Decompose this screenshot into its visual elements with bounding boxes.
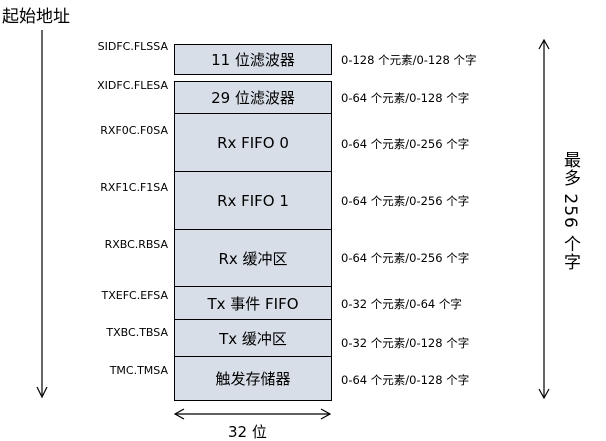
segment-register-label: TXBC.TBSA bbox=[106, 326, 168, 339]
width-arrowhead-left bbox=[173, 408, 185, 420]
max-size-label: 最多 256 个字 bbox=[560, 151, 580, 272]
segment-block: Rx FIFO 1 bbox=[174, 171, 332, 230]
segment-size: 0-128 个元素/0-128 个字 bbox=[341, 53, 477, 67]
segment-name: 触发存储器 bbox=[215, 370, 291, 388]
segment-register-label: TXEFC.EFSA bbox=[101, 289, 168, 302]
segment-size: 0-64 个元素/0-256 个字 bbox=[341, 251, 470, 265]
segment-register-label: TMC.TMSA bbox=[109, 364, 168, 377]
segment-block: Tx 缓冲区 bbox=[174, 319, 332, 357]
segment-name: Rx FIFO 0 bbox=[217, 133, 289, 152]
segment-block: Rx 缓冲区 bbox=[174, 229, 332, 287]
start-address-label: 起始地址 bbox=[2, 7, 70, 27]
segment-size: 0-64 个元素/0-128 个字 bbox=[341, 373, 470, 387]
segment-register-label: XIDFC.FLESA bbox=[97, 79, 168, 92]
segment-name: Tx 缓冲区 bbox=[219, 329, 287, 348]
segment-block: 触发存储器 bbox=[174, 356, 332, 401]
width-arrowhead-right bbox=[320, 408, 332, 420]
segment-name: 29 位滤波器 bbox=[211, 89, 295, 107]
max-size-arrowhead-top bbox=[538, 38, 550, 50]
segment-block: Rx FIFO 0 bbox=[174, 113, 332, 172]
segment-register-label: SIDFC.FLSSA bbox=[97, 40, 168, 53]
segment-name: Rx FIFO 1 bbox=[217, 191, 289, 210]
segment-size: 0-32 个元素/0-64 个字 bbox=[341, 297, 462, 311]
segment-size: 0-32 个元素/0-128 个字 bbox=[341, 336, 470, 350]
segment-size: 0-64 个元素/0-128 个字 bbox=[341, 91, 470, 105]
segment-block: 11 位滤波器 bbox=[174, 44, 332, 75]
segment-block: 29 位滤波器 bbox=[174, 81, 332, 114]
width-label: 32 位 bbox=[228, 423, 267, 441]
address-direction-arrowhead bbox=[36, 386, 48, 399]
segment-name: 11 位滤波器 bbox=[211, 51, 295, 69]
segment-size: 0-64 个元素/0-256 个字 bbox=[341, 194, 470, 208]
segment-register-label: RXBC.RBSA bbox=[104, 238, 168, 251]
segment-name: Tx 事件 FIFO bbox=[207, 294, 299, 313]
segment-block: Tx 事件 FIFO bbox=[174, 286, 332, 320]
max-size-arrowhead-bottom bbox=[538, 388, 550, 400]
segment-register-label: RXF0C.F0SA bbox=[100, 124, 168, 137]
segment-register-label: RXF1C.F1SA bbox=[100, 181, 168, 194]
segment-size: 0-64 个元素/0-256 个字 bbox=[341, 137, 470, 151]
segment-name: Rx 缓冲区 bbox=[218, 249, 288, 268]
